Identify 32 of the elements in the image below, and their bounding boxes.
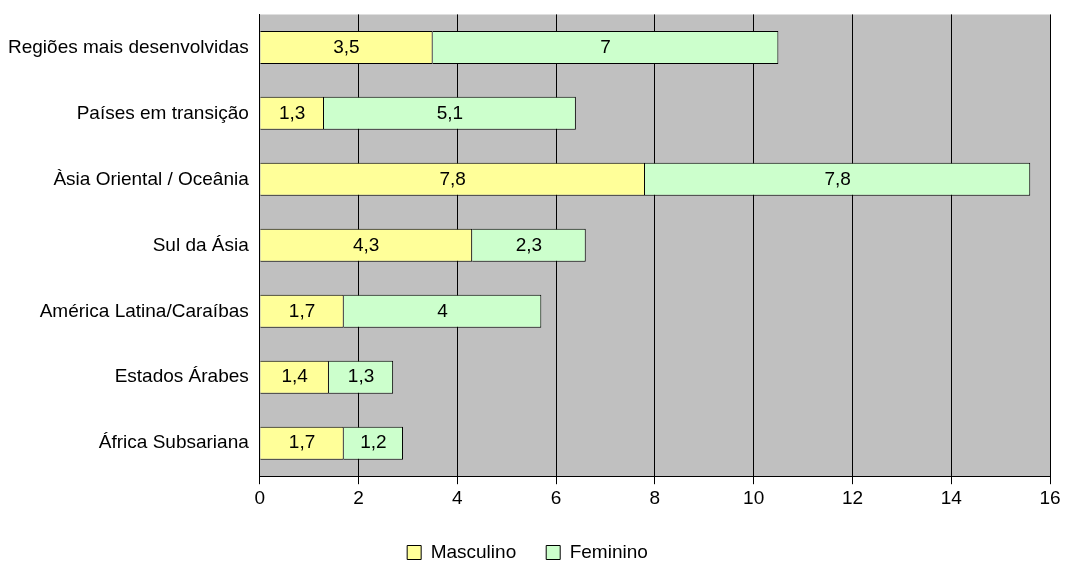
data-label: 3,5 [333,35,360,57]
data-label: 7 [600,35,611,57]
data-label: 1,3 [347,365,375,387]
x-tick-label: 14 [940,486,963,508]
data-label: 5,1 [436,101,464,123]
x-tick-label: 10 [743,486,765,508]
x-tick-label: 8 [649,486,661,508]
x-tick-label: 12 [841,486,864,508]
x-tick-label: 16 [1039,486,1061,508]
data-label: 1,7 [288,431,316,453]
legend-label: Feminino [569,540,648,562]
y-tick-label: África Subsariana [98,431,250,453]
y-tick-label: Àsia Oriental / Oceânia [53,167,250,189]
data-label: 7,8 [824,167,851,189]
data-label: 1,2 [360,431,387,453]
y-tick-label: Países em transição [76,101,249,123]
data-label: 1,7 [288,299,316,321]
y-tick-label: Regiões mais desenvolvidas [8,35,249,57]
data-label: 1,3 [278,101,306,123]
x-tick-label: 4 [452,486,464,508]
y-tick-label: Estados Árabes [114,365,249,387]
legend-label: Masculino [430,540,517,562]
data-label: 7,8 [439,167,466,189]
data-label: 1,4 [281,365,309,387]
data-label: 4 [437,299,449,321]
x-tick-label: 2 [353,486,364,508]
y-tick-label: América Latina/Caraíbas [39,299,249,321]
x-tick-label: 0 [254,486,266,508]
data-label: 2,3 [515,233,543,255]
x-tick-label: 6 [550,486,562,508]
data-label: 4,3 [353,233,380,255]
y-tick-label: Sul da Ásia [152,233,250,255]
